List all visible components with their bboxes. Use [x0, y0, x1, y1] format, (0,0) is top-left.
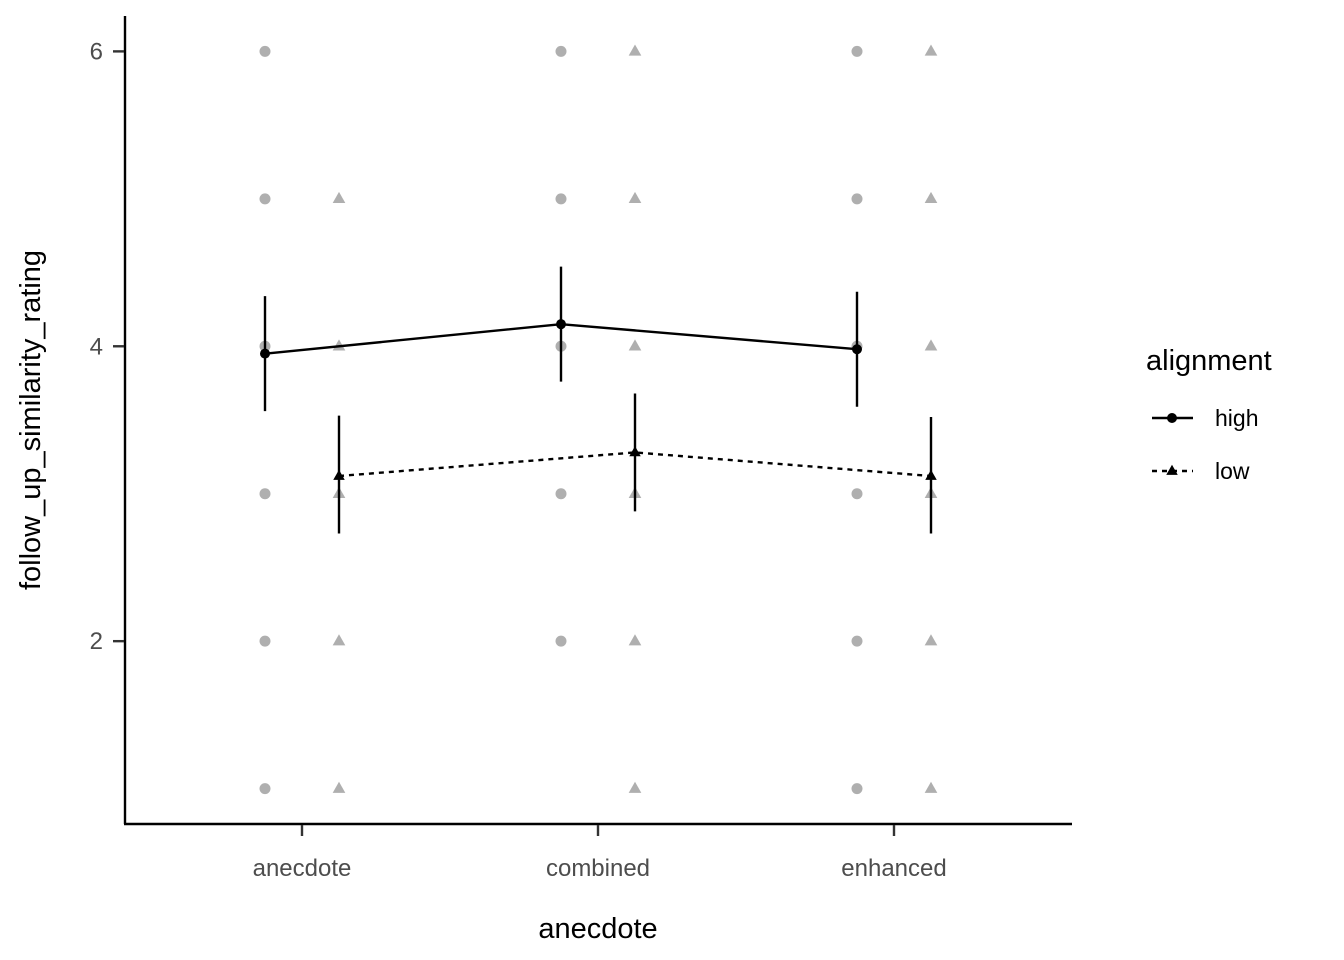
legend-label-high: high [1215, 405, 1258, 431]
raw-point-low [924, 44, 938, 56]
mean-point-low [629, 446, 641, 457]
legend-label-low: low [1215, 458, 1250, 484]
axes-layer: 2 4 6 anecdote combined enhanced [90, 16, 1072, 882]
raw-point-high [555, 488, 567, 500]
raw-points-layer [259, 44, 938, 795]
raw-point-low [628, 191, 642, 204]
raw-point-low [628, 44, 642, 56]
raw-point-high [259, 45, 271, 57]
raw-point-low [924, 781, 938, 793]
raw-point-high [555, 193, 567, 205]
raw-point-high [851, 635, 863, 647]
legend-keys: high low [1152, 405, 1258, 484]
raw-point-high [851, 193, 863, 205]
raw-point-high [259, 635, 271, 647]
raw-point-low [332, 634, 346, 646]
series-line-low [338, 451, 932, 478]
mean-point-low [925, 469, 937, 480]
x-tick-label: combined [546, 855, 650, 882]
raw-point-low [924, 191, 938, 204]
raw-point-high [851, 488, 863, 500]
legend-title: alignment [1146, 345, 1272, 377]
raw-point-high [851, 45, 863, 57]
raw-point-low [628, 781, 642, 793]
x-tick-label: anecdote [253, 855, 352, 882]
raw-point-high [259, 783, 271, 795]
y-tick-label: 2 [90, 628, 103, 655]
y-tick-label: 4 [90, 333, 103, 360]
raw-point-low [924, 634, 938, 646]
mean-point-high [556, 319, 566, 330]
raw-point-low [628, 339, 642, 351]
raw-point-high [851, 783, 863, 795]
raw-point-high [555, 635, 567, 647]
mean-point-high [260, 348, 270, 359]
y-axis-title: follow_up_similarity_rating [15, 250, 47, 590]
raw-point-low [332, 781, 346, 793]
raw-point-low [924, 339, 938, 351]
x-tick-label: enhanced [841, 855, 946, 882]
raw-point-high [259, 193, 271, 205]
x-axis-title: anecdote [538, 913, 657, 945]
y-tick-label: 6 [90, 38, 103, 65]
legend: alignment high low [1146, 345, 1272, 484]
mean-point-low [333, 469, 345, 480]
raw-point-low [628, 634, 642, 646]
mean-point-high [852, 344, 862, 355]
legend-key-marker-high [1167, 413, 1177, 423]
raw-point-low [332, 191, 346, 204]
summary-layer [260, 266, 937, 534]
raw-point-high [555, 45, 567, 57]
raw-point-high [259, 488, 271, 500]
legend-key-marker-low [1166, 464, 1178, 475]
